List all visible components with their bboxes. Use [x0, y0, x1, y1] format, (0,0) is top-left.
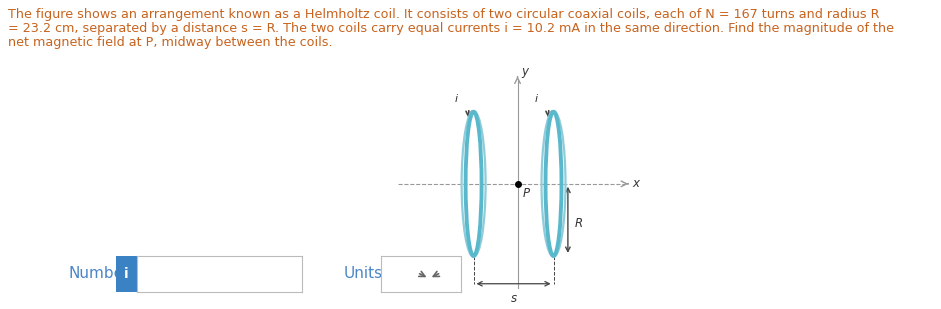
Text: = 23.2 cm, separated by a distance s = R. The two coils carry equal currents i =: = 23.2 cm, separated by a distance s = R… — [8, 22, 894, 35]
Text: P: P — [523, 187, 531, 200]
Text: Units: Units — [343, 266, 383, 281]
Text: net magnetic field at P, midway between the coils.: net magnetic field at P, midway between … — [8, 36, 332, 49]
Text: The figure shows an arrangement known as a Helmholtz coil. It consists of two ci: The figure shows an arrangement known as… — [8, 8, 879, 21]
Text: x: x — [632, 177, 640, 190]
Text: Number: Number — [69, 266, 130, 281]
Text: s: s — [510, 292, 517, 305]
Text: y: y — [521, 66, 529, 78]
Text: R: R — [574, 217, 582, 230]
Text: i: i — [534, 94, 537, 104]
Text: i: i — [455, 94, 457, 104]
Text: i: i — [124, 267, 129, 281]
